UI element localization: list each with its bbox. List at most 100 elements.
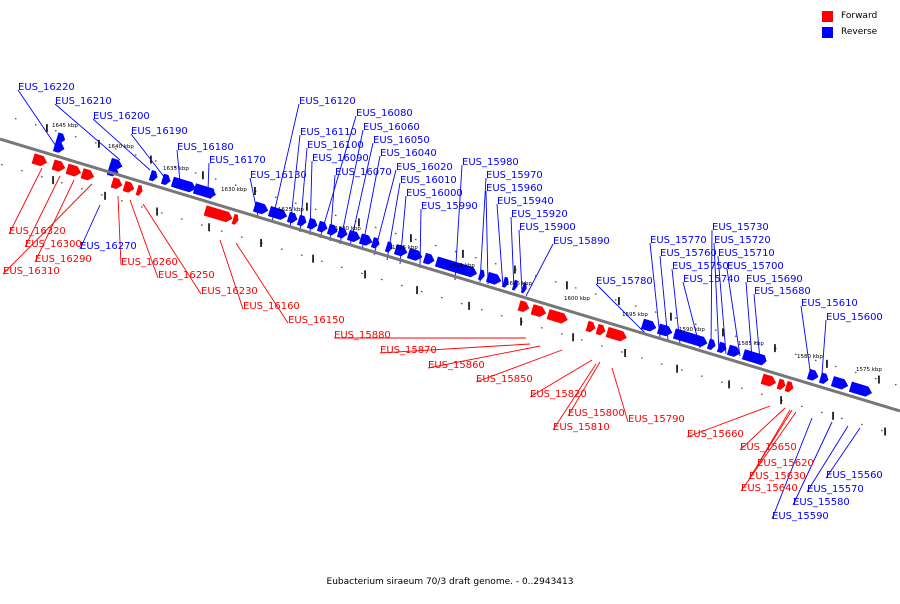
forward-gene-arrow [52,160,65,172]
reverse-gene-arrow [423,253,434,264]
reverse-gene-arrow [317,221,327,232]
gene-label: EUS_15750 [672,261,729,272]
gene-label: EUS_15970 [486,170,543,181]
reverse-gene-arrow [831,376,848,389]
gene-label: EUS_15640 [741,483,798,494]
reverse-gene-arrow [819,373,828,384]
gene-label: EUS_16290 [35,254,92,265]
forward-gene-arrow [596,324,605,335]
reverse-gene-arrow [807,369,818,380]
reverse-gene-arrow [161,174,170,185]
gene-leader-line [497,204,503,287]
gene-label: EUS_16230 [201,286,258,297]
scale-label: 1625 kbp [278,207,304,213]
forward-gene-arrow [232,214,238,224]
gene-label: EUS_15820 [530,389,587,400]
reverse-gene-arrow [486,272,501,284]
gene-label: EUS_15770 [650,235,707,246]
gene-label: EUS_15940 [497,196,554,207]
reverse-gene-arrow [641,319,656,331]
scale-label: 1595 kbp [622,312,648,318]
gene-leader-line [118,196,121,265]
gene-label: EUS_15850 [476,374,533,385]
forward-gene-arrow [81,169,94,181]
gene-label: EUS_16270 [80,241,137,252]
gene-leader-line [822,320,826,374]
gene-leader-line [526,244,553,296]
gene-label: EUS_15740 [683,274,740,285]
gene-label: EUS_16160 [243,301,300,312]
gene-label: EUS_16100 [307,140,364,151]
forward-gene-arrow [606,327,627,341]
gene-label: EUS_16120 [299,96,356,107]
forward-gene-arrow [586,321,595,332]
gene-label: EUS_15860 [428,360,485,371]
scale-label: 1610 kbp [449,263,475,269]
reverse-gene-arrow [307,218,317,229]
reverse-gene-arrow [171,177,195,192]
gene-label: EUS_15660 [687,429,744,440]
gene-label: EUS_15760 [660,248,717,259]
gene-label: EUS_16150 [288,315,345,326]
gene-label: EUS_15730 [712,222,769,233]
gene-label: EUS_15720 [714,235,771,246]
gene-leader-line [754,294,760,360]
gene-label: EUS_16080 [356,108,413,119]
forward-gene-arrow [123,181,134,192]
gene-label: EUS_15630 [749,471,806,482]
forward-gene-arrow [531,305,546,317]
gene-label: EUS_15680 [754,286,811,297]
scale-label: 1620 kbp [335,226,361,232]
reverse-gene-arrow [297,215,306,226]
gene-label: EUS_15980 [462,157,519,168]
gene-label: EUS_16060 [363,122,420,133]
reverse-gene-arrow [359,234,372,246]
gene-label: EUS_15800 [568,408,625,419]
scale-label: 1605 kbp [506,281,532,287]
scale-label: 1600 kbp [564,296,590,302]
reverse-gene-arrow [707,339,715,350]
gene-label: EUS_16210 [55,96,112,107]
legend: Forward Reverse [822,8,892,40]
gene-label: EUS_15960 [486,183,543,194]
scale-label: 1645 kbp [52,123,78,129]
gene-label: EUS_15590 [772,511,829,522]
gene-label: EUS_16000 [406,188,463,199]
reverse-gene-arrow [287,212,297,223]
gene-leader-line [511,217,514,290]
legend-forward-label: Forward [841,11,877,21]
gene-label: EUS_16300 [25,239,82,250]
gene-label: EUS_16010 [400,175,457,186]
gene-label: EUS_16260 [121,257,178,268]
gene-label: EUS_16220 [18,82,75,93]
gene-label: EUS_15710 [718,248,775,259]
gene-label: EUS_15650 [740,442,797,453]
reverse-gene-arrow [478,270,484,280]
gene-label: EUS_16040 [380,148,437,159]
gene-label: EUS_15900 [519,222,576,233]
gene-label: EUS_15920 [511,209,568,220]
gene-label: EUS_16190 [131,126,188,137]
gene-label: EUS_15700 [727,261,784,272]
gene-label: EUS_16070 [335,167,392,178]
gene-label: EUS_15870 [380,345,437,356]
forward-gene-arrow [136,185,142,195]
gene-leader-line [9,168,42,234]
scale-label: 1640 kbp [108,144,134,150]
gene-leader-line [420,209,421,268]
gene-leader-line [801,306,810,370]
gene-label: EUS_16320 [9,226,66,237]
gene-label: EUS_16250 [158,270,215,281]
forward-swatch [822,11,833,22]
gene-label: EUS_16180 [177,142,234,153]
gene-leader-line [272,104,299,222]
gene-label: EUS_16170 [209,155,266,166]
reverse-gene-arrow [371,237,379,248]
legend-forward: Forward [822,8,892,24]
scale-label: 1635 kbp [163,166,189,172]
gene-label: EUS_16310 [3,266,60,277]
gene-leader-line [220,240,243,309]
forward-gene-arrow [547,309,568,323]
scale-label: 1590 kbp [679,327,705,333]
